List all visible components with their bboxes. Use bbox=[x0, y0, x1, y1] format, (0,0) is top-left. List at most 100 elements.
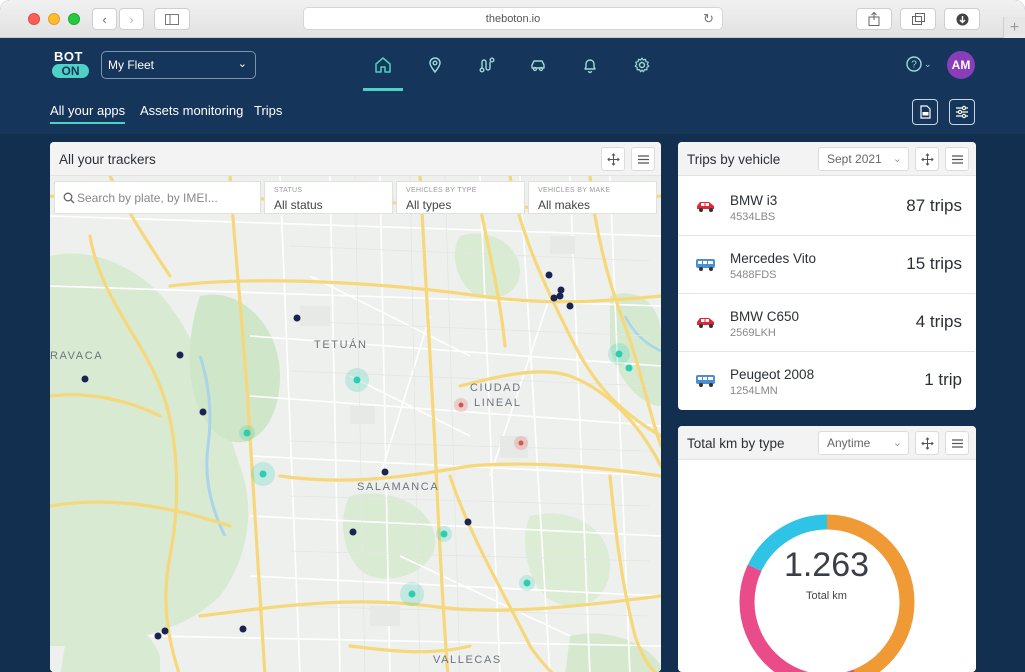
chevron-down-icon: ⌄ bbox=[237, 58, 247, 70]
chevron-left-icon: ‹ bbox=[102, 11, 107, 27]
nav-settings[interactable] bbox=[631, 54, 653, 76]
trip-count: 15 trips bbox=[906, 254, 962, 273]
subtab-all-apps[interactable]: All your apps bbox=[50, 103, 126, 124]
trips-period-value: Sept 2021 bbox=[827, 152, 882, 166]
trip-vehicle-name: BMW i3 bbox=[730, 193, 778, 208]
logo-bottom: ON bbox=[52, 64, 89, 78]
make-filter[interactable]: VEHICLES BY MAKE All makes bbox=[528, 181, 657, 214]
route-icon bbox=[479, 57, 495, 73]
home-icon bbox=[375, 57, 391, 73]
share-button[interactable] bbox=[856, 8, 892, 30]
trip-row[interactable]: BMW i3 4534LBS 87 trips bbox=[678, 178, 975, 236]
alert-tracker-markers[interactable] bbox=[454, 398, 528, 450]
gear-icon bbox=[634, 57, 650, 73]
close-window-button[interactable] bbox=[28, 13, 40, 25]
trip-count: 87 trips bbox=[906, 196, 962, 215]
fleet-selector-value: My Fleet bbox=[108, 58, 155, 72]
trip-vehicle-plate: 4534LBS bbox=[730, 211, 776, 223]
nav-routes[interactable] bbox=[476, 54, 498, 76]
trips-panel: Trips by vehicle Sept 2021 ⌄ BMW i3 4534… bbox=[678, 142, 976, 410]
forward-button[interactable]: › bbox=[119, 8, 144, 30]
km-period-select[interactable]: Anytime ⌄ bbox=[818, 431, 909, 455]
donut-segment-2[interactable] bbox=[739, 514, 915, 672]
nav-alerts[interactable] bbox=[579, 54, 601, 76]
chevron-right-icon: › bbox=[129, 11, 134, 27]
export-pdf-button[interactable] bbox=[912, 99, 938, 125]
new-tab-button[interactable]: + bbox=[1003, 17, 1025, 38]
trackers-panel: All your trackers bbox=[50, 142, 661, 672]
reload-icon[interactable]: ↻ bbox=[703, 11, 714, 26]
map-canvas bbox=[50, 176, 661, 672]
bell-icon bbox=[584, 59, 596, 74]
move-icon bbox=[920, 152, 934, 166]
fleet-selector[interactable]: My Fleet ⌄ bbox=[101, 51, 256, 79]
search-input[interactable] bbox=[77, 191, 257, 205]
move-panel-button[interactable] bbox=[915, 147, 939, 171]
donut-segment-3[interactable] bbox=[739, 514, 915, 672]
nav-home[interactable] bbox=[372, 54, 394, 76]
url-text: theboton.io bbox=[485, 12, 541, 25]
trip-row[interactable]: BMW C650 2569LKH 4 trips bbox=[678, 294, 975, 352]
status-filter[interactable]: STATUS All status bbox=[264, 181, 393, 214]
pdf-file-icon bbox=[920, 105, 931, 119]
trip-vehicle-plate: 5488FDS bbox=[730, 269, 777, 281]
tracker-search-box[interactable] bbox=[54, 181, 261, 214]
type-filter[interactable]: VEHICLES BY TYPE All types bbox=[396, 181, 525, 214]
download-icon bbox=[956, 13, 968, 25]
panel-menu-button[interactable] bbox=[945, 431, 969, 455]
trip-row[interactable]: Mercedes Vito 5488FDS 15 trips bbox=[678, 236, 975, 294]
move-panel-button[interactable] bbox=[915, 431, 939, 455]
km-panel-header: Total km by type Anytime ⌄ bbox=[678, 426, 976, 460]
total-km-label: Total km bbox=[806, 590, 847, 602]
trip-vehicle-name: Mercedes Vito bbox=[730, 251, 817, 266]
map-label-tetuan: TETUÁN bbox=[314, 339, 368, 351]
boton-logo[interactable]: BOT ON bbox=[52, 49, 89, 79]
logo-top: BOT bbox=[54, 49, 83, 64]
dashboard-settings-button[interactable] bbox=[949, 99, 975, 125]
nav-locations[interactable] bbox=[424, 54, 446, 76]
trip-count: 1 trip bbox=[924, 370, 962, 389]
trips-panel-title: Trips by vehicle bbox=[687, 152, 781, 167]
km-donut-chart bbox=[739, 514, 915, 672]
sliders-icon bbox=[956, 105, 968, 119]
avatar[interactable]: AM bbox=[947, 51, 975, 79]
map-label-ciudad: CIUDAD bbox=[470, 382, 522, 394]
trips-period-select[interactable]: Sept 2021 ⌄ bbox=[818, 147, 909, 171]
sidebar-toggle-button[interactable] bbox=[154, 8, 190, 30]
tracker-markers[interactable] bbox=[81, 271, 574, 640]
trackers-panel-header: All your trackers bbox=[50, 142, 661, 176]
sidebar-icon bbox=[165, 13, 179, 25]
help-menu[interactable]: ? ⌄ bbox=[906, 56, 932, 72]
move-icon bbox=[920, 436, 934, 450]
trackers-panel-title: All your trackers bbox=[59, 152, 156, 167]
panel-menu-button[interactable] bbox=[631, 147, 655, 171]
panel-menu-button[interactable] bbox=[945, 147, 969, 171]
km-panel-title: Total km by type bbox=[687, 436, 785, 451]
address-bar[interactable]: theboton.io ↻ bbox=[303, 7, 723, 30]
trip-vehicle-name: BMW C650 bbox=[730, 309, 800, 324]
subtab-assets-monitoring[interactable]: Assets monitoring bbox=[140, 103, 244, 118]
tabs-overview-button[interactable] bbox=[900, 8, 936, 30]
status-filter-label: STATUS bbox=[274, 187, 303, 194]
km-panel: Total km by type Anytime ⌄ 1.263 Total k… bbox=[678, 426, 976, 672]
chevron-down-icon: ⌄ bbox=[892, 153, 902, 165]
back-button[interactable]: ‹ bbox=[92, 8, 117, 30]
van-icon bbox=[696, 375, 715, 387]
trip-row[interactable]: Peugeot 2008 1254LMN 1 trip bbox=[678, 352, 975, 410]
trackers-map[interactable]: RAVACA TETUÁN CIUDAD LINEAL SALAMANCA VA… bbox=[50, 176, 661, 672]
zoom-window-button[interactable] bbox=[68, 13, 80, 25]
car-icon bbox=[531, 60, 545, 72]
move-panel-button[interactable] bbox=[601, 147, 625, 171]
type-filter-label: VEHICLES BY TYPE bbox=[406, 187, 477, 194]
trip-vehicle-name: Peugeot 2008 bbox=[730, 367, 815, 382]
map-label-vallecas: VALLECAS bbox=[433, 654, 502, 666]
downloads-button[interactable] bbox=[944, 8, 980, 30]
svg-text:?: ? bbox=[911, 60, 917, 71]
nav-vehicles[interactable] bbox=[527, 54, 549, 76]
make-filter-value: All makes bbox=[538, 198, 591, 212]
minimize-window-button[interactable] bbox=[48, 13, 60, 25]
trips-panel-header: Trips by vehicle Sept 2021 ⌄ bbox=[678, 142, 976, 176]
active-tracker-markers[interactable] bbox=[239, 343, 633, 606]
subtab-trips[interactable]: Trips bbox=[254, 103, 283, 118]
